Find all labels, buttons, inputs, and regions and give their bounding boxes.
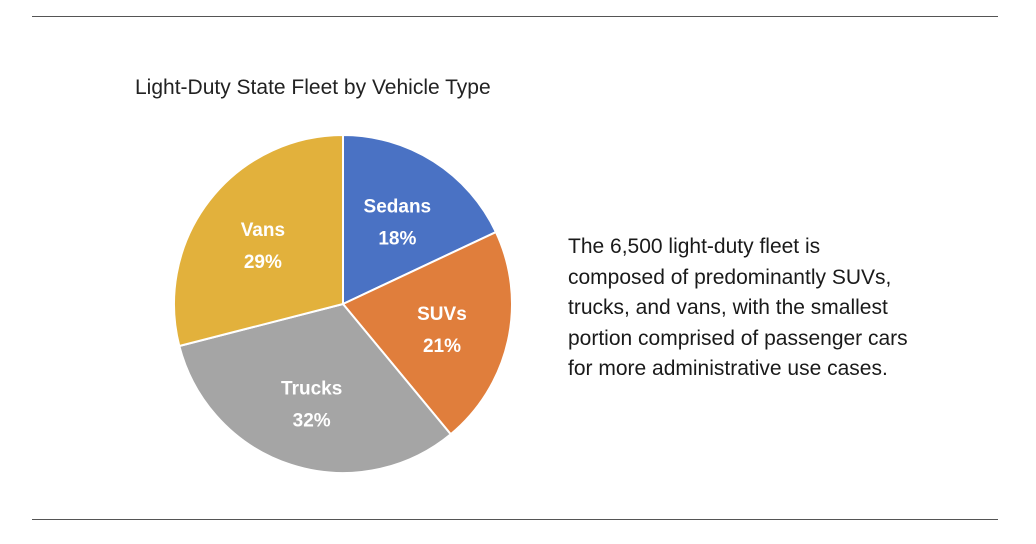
pie-slice-sedans <box>342 133 498 306</box>
fleet-summary-text: The 6,500 light-duty fleet is composed o… <box>568 232 988 385</box>
slice-value-label: 29% <box>244 252 282 273</box>
pie-slice-trucks <box>178 302 453 475</box>
slice-category-label: Trucks <box>281 378 342 399</box>
slice-value-label: 21% <box>423 336 461 357</box>
summary-line: trucks, and vans, with the smallest <box>568 296 888 319</box>
top-divider <box>32 16 998 17</box>
pie-slice-suvs <box>341 230 513 436</box>
slice-category-label: Sedans <box>364 196 432 217</box>
summary-line: for more administrative use cases. <box>568 357 888 380</box>
chart-title: Light-Duty State Fleet by Vehicle Type <box>135 76 491 99</box>
pie-slice-vans <box>172 133 344 348</box>
summary-line: portion comprised of passenger cars <box>568 326 908 350</box>
slice-value-label: 18% <box>378 228 416 249</box>
bottom-divider <box>32 519 998 520</box>
slice-category-label: SUVs <box>417 304 467 325</box>
summary-line: The 6,500 light-duty fleet is <box>568 235 821 258</box>
slice-value-label: 32% <box>293 410 331 431</box>
summary-line: composed of predominantly SUVs, <box>568 265 892 289</box>
slice-category-label: Vans <box>241 220 285 241</box>
